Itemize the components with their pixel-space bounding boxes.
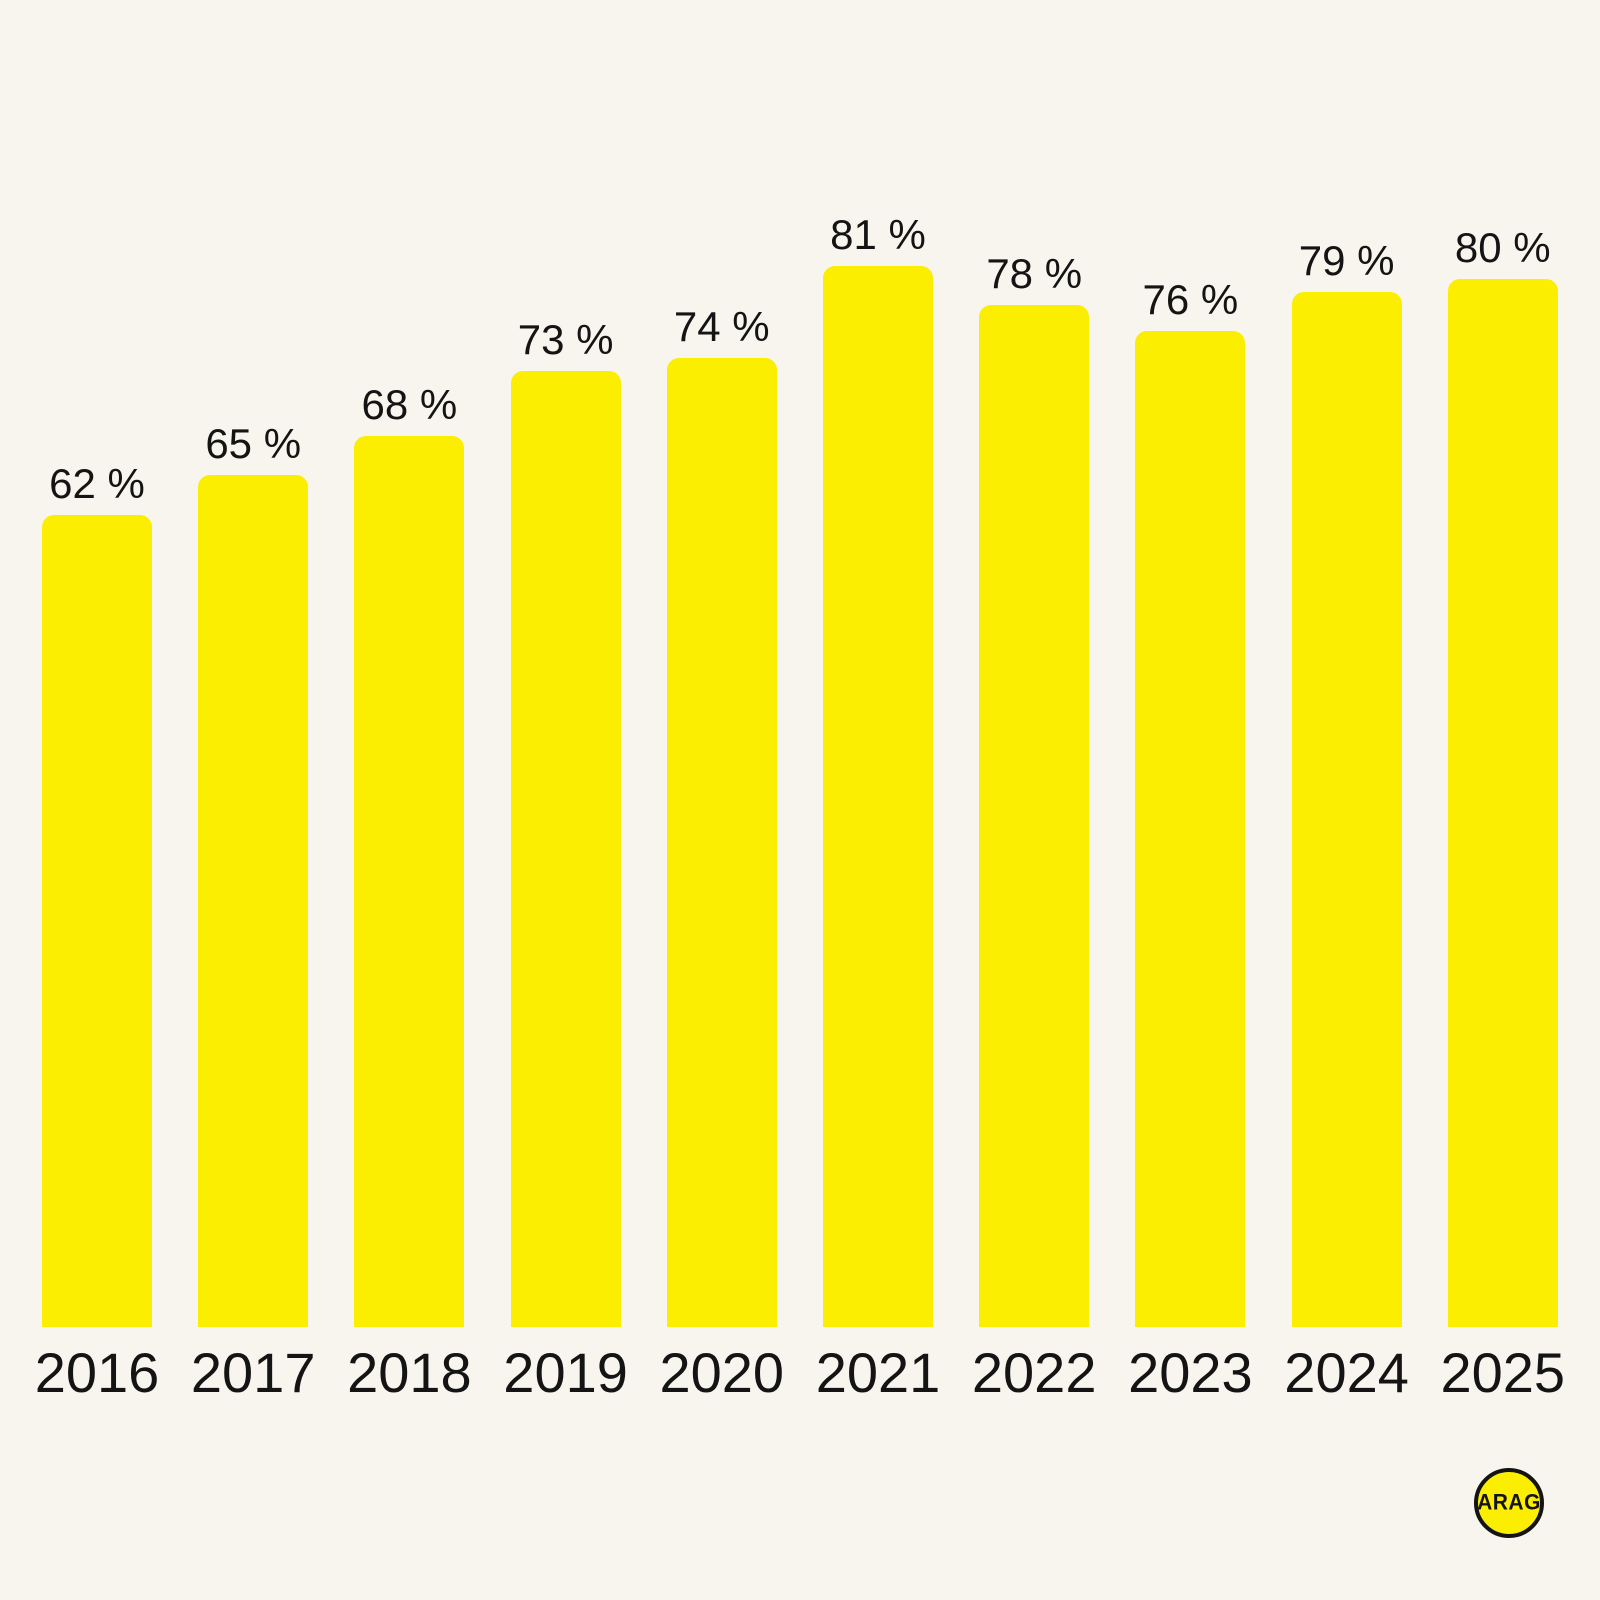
bar-2023 xyxy=(1135,331,1246,1327)
value-label-2025: 80 % xyxy=(1454,224,1551,271)
bar-2020 xyxy=(666,358,777,1327)
bar-2018 xyxy=(354,436,465,1327)
bar-2024 xyxy=(1291,292,1402,1327)
bar-group-2023: 76 % xyxy=(1112,0,1268,1327)
bar-2021 xyxy=(823,266,933,1327)
value-label-2024: 79 % xyxy=(1298,237,1395,284)
bar-2017 xyxy=(198,475,309,1327)
bar-group-2018: 68 % xyxy=(331,0,487,1327)
value-label-2020: 74 % xyxy=(673,303,770,350)
arag-logo: ARAG xyxy=(1474,1468,1544,1538)
bar-2019 xyxy=(510,371,621,1327)
bar-group-2024: 79 % xyxy=(1269,0,1425,1327)
year-label-2022: 2022 xyxy=(971,1341,1097,1404)
bar-group-2025: 80 % xyxy=(1425,0,1581,1327)
bar-group-2017: 65 % xyxy=(175,0,331,1327)
year-label-2023: 2023 xyxy=(1128,1341,1253,1404)
value-label-2017: 65 % xyxy=(205,420,302,467)
bar-group-2021: 81 % xyxy=(800,0,956,1327)
bar-2025 xyxy=(1447,279,1558,1327)
value-label-2022: 78 % xyxy=(986,250,1083,297)
year-label-2019: 2019 xyxy=(503,1341,628,1404)
year-label-2017: 2017 xyxy=(190,1341,316,1404)
year-label-2016: 2016 xyxy=(34,1341,160,1404)
value-label-2016: 62 % xyxy=(49,460,145,507)
bar-group-2022: 78 % xyxy=(956,0,1112,1327)
bar-group-2020: 74 % xyxy=(644,0,800,1327)
year-label-2018: 2018 xyxy=(347,1341,472,1404)
value-label-2019: 73 % xyxy=(517,316,614,363)
arag-logo-text: ARAG xyxy=(1477,1490,1541,1515)
bar-2016 xyxy=(42,515,152,1327)
value-label-2018: 68 % xyxy=(361,381,458,428)
year-label-2025: 2025 xyxy=(1440,1341,1566,1404)
bar-2022 xyxy=(979,305,1090,1327)
bar-group-2019: 73 % xyxy=(488,0,644,1327)
value-label-2021: 81 % xyxy=(830,211,926,258)
year-label-2021: 2021 xyxy=(815,1341,941,1404)
year-label-2024: 2024 xyxy=(1284,1341,1409,1404)
bar-group-2016: 62 % xyxy=(19,0,175,1327)
year-label-2020: 2020 xyxy=(659,1341,785,1404)
value-label-2023: 76 % xyxy=(1142,276,1239,323)
